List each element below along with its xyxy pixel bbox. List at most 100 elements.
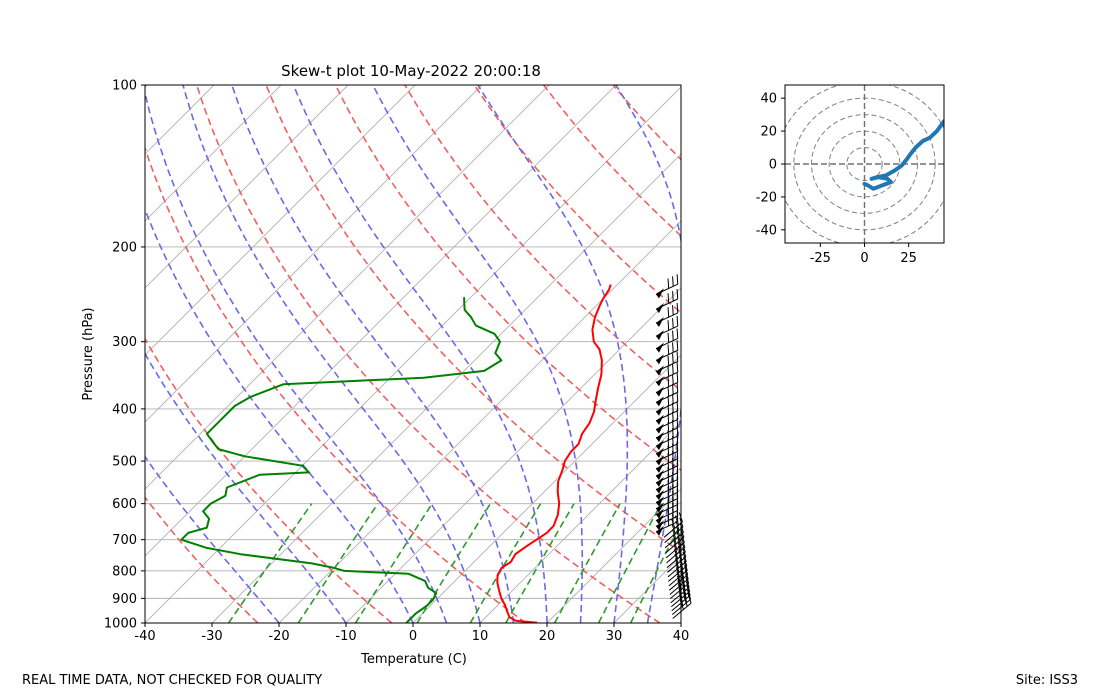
hodograph-y-tick-label: 40 — [760, 92, 777, 107]
dry-adiabat — [265, 85, 681, 553]
skewt-y-tick-label: 700 — [112, 533, 137, 548]
isotherm-line — [145, 85, 550, 490]
skewt-series — [180, 284, 612, 623]
moist-adiabat — [477, 85, 629, 623]
mixing-ratio-line — [416, 503, 492, 623]
wind-barb — [655, 425, 679, 451]
isotherm-line — [145, 85, 617, 557]
wind-barb — [655, 391, 679, 416]
isotherm-line — [145, 85, 483, 423]
moist-adiabat — [145, 352, 347, 623]
wind-barb — [655, 328, 679, 353]
hodograph-x-tick-label: -25 — [810, 251, 831, 266]
dewpoint-profile — [180, 297, 503, 623]
skewt-y-tick-label: 1000 — [104, 617, 137, 632]
isotherm-line — [145, 85, 416, 356]
skewt-y-tick-label: 400 — [112, 402, 137, 417]
hodograph-rings — [785, 85, 944, 243]
mixing-ratio-line — [629, 521, 681, 623]
moist-adiabat — [145, 207, 414, 623]
moist-adiabat — [372, 85, 583, 623]
wind-barb — [655, 382, 679, 407]
skewt-y-tick-label: 100 — [112, 79, 137, 94]
hodograph-series — [862, 119, 944, 191]
skewt-y-tick-label: 500 — [112, 455, 137, 470]
wind-barb — [655, 362, 679, 387]
skewt-y-tick-label: 200 — [112, 240, 137, 255]
isotherm-line — [345, 287, 681, 623]
isotherm-line — [0, 85, 80, 623]
isotherm-line — [0, 85, 13, 623]
site-label: Site: ISS3 — [1015, 673, 1078, 688]
skewt-panel: -40 -30 -20 -10 0 10 20 30 40 100 200 300 400 500 600 7… — [0, 62, 692, 667]
dry-adiabat — [0, 85, 124, 623]
skewt-x-tick-label: 30 — [606, 629, 623, 644]
wind-barbs — [655, 274, 692, 619]
wind-barb — [664, 517, 684, 544]
wind-barb — [655, 409, 679, 434]
wind-barb — [655, 417, 679, 442]
mixing-ratio-line — [297, 503, 379, 623]
mixing-ratio-line — [354, 503, 433, 623]
isotherm-line — [479, 421, 681, 623]
mixing-ratio-line — [597, 503, 663, 623]
dry-adiabat — [334, 85, 681, 472]
moist-adiabat — [615, 85, 681, 623]
moist-adiabat — [182, 85, 481, 623]
skewt-x-tick-label: 10 — [472, 629, 489, 644]
hodograph-y-tick-label: -20 — [756, 190, 777, 205]
hodograph-x-tick-label: 25 — [900, 251, 917, 266]
skewt-y-tick-label: 300 — [112, 335, 137, 350]
mixing-ratio-line — [227, 503, 313, 623]
wind-barb — [666, 537, 686, 564]
isotherm-line — [412, 354, 681, 623]
skewt-title: Skew-t plot 10-May-2022 20:00:18 — [281, 62, 541, 80]
skewt-ticks: -40 -30 -20 -10 0 10 20 30 40 100 200 300 400 500 600 7… — [104, 79, 689, 645]
skewt-x-tick-label: -40 — [134, 629, 155, 644]
skewt-x-tick-label: -20 — [268, 629, 289, 644]
moist-adiabat — [231, 85, 515, 623]
isotherm-line — [680, 622, 681, 623]
hodograph-y-tick-label: 0 — [769, 158, 777, 173]
wind-barb — [655, 288, 679, 314]
temperature-profile — [496, 284, 612, 623]
isotherm-line — [613, 555, 681, 623]
isotherm-line — [145, 85, 349, 289]
dry-adiabat — [473, 85, 681, 314]
hodograph-ticks: -25 0 25 -40 -20 0 20 40 — [756, 92, 917, 266]
dry-adiabat — [145, 145, 527, 623]
quality-disclaimer: REAL TIME DATA, NOT CHECKED FOR QUALITY — [22, 673, 323, 688]
skewt-x-tick-label: 0 — [409, 629, 417, 644]
wind-barb — [655, 372, 679, 397]
hodograph-y-tick-label: -40 — [756, 223, 777, 238]
moist-adiabat — [145, 89, 448, 623]
isotherm-line — [145, 86, 681, 623]
hodograph-y-tick-label: 20 — [760, 125, 777, 140]
mixing-ratio-line — [553, 503, 621, 623]
moist-adiabat — [145, 455, 280, 623]
hodograph-trace — [862, 119, 944, 191]
wind-barb — [655, 302, 679, 328]
skewt-background-lines — [0, 85, 681, 623]
skewt-y-tick-label: 900 — [112, 592, 137, 607]
hodograph-x-tick-label: 0 — [860, 251, 868, 266]
moist-adiabat — [292, 85, 548, 623]
skewt-y-tick-label: 800 — [112, 564, 137, 579]
skewt-y-tick-label: 600 — [112, 497, 137, 512]
dry-adiabat — [404, 85, 681, 392]
wind-barb — [655, 274, 679, 299]
skewt-x-tick-label: -10 — [335, 629, 356, 644]
wind-barb — [655, 340, 679, 365]
skewt-x-tick-label: 20 — [539, 629, 556, 644]
mixing-ratio-line — [505, 503, 575, 623]
wind-barb — [655, 316, 679, 341]
skewt-ylabel: Pressure (hPa) — [81, 307, 96, 400]
isotherm-line — [546, 488, 681, 623]
isotherm-line — [278, 220, 681, 623]
isotherm-line — [145, 85, 282, 222]
skewt-x-tick-label: -30 — [201, 629, 222, 644]
wind-barb — [655, 351, 679, 376]
skewt-xlabel: Temperature (C) — [360, 652, 467, 667]
dry-adiabat — [145, 337, 393, 623]
